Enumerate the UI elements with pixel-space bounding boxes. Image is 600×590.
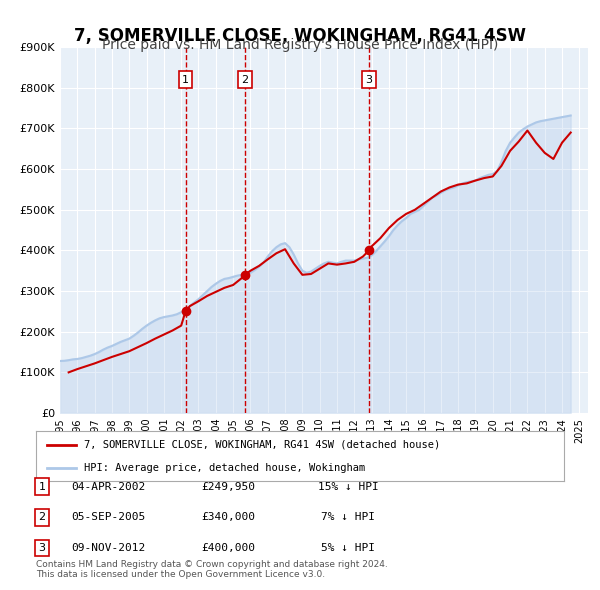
Text: £340,000: £340,000 bbox=[201, 513, 255, 522]
Text: 3: 3 bbox=[38, 543, 46, 553]
Text: 7, SOMERVILLE CLOSE, WOKINGHAM, RG41 4SW: 7, SOMERVILLE CLOSE, WOKINGHAM, RG41 4SW bbox=[74, 27, 526, 45]
Text: £400,000: £400,000 bbox=[201, 543, 255, 553]
Text: £249,950: £249,950 bbox=[201, 482, 255, 491]
Text: 7% ↓ HPI: 7% ↓ HPI bbox=[321, 513, 375, 522]
Text: 15% ↓ HPI: 15% ↓ HPI bbox=[317, 482, 379, 491]
Text: Contains HM Land Registry data © Crown copyright and database right 2024.
This d: Contains HM Land Registry data © Crown c… bbox=[36, 560, 388, 579]
Text: 2: 2 bbox=[38, 513, 46, 522]
Text: Price paid vs. HM Land Registry's House Price Index (HPI): Price paid vs. HM Land Registry's House … bbox=[102, 38, 498, 53]
Text: 1: 1 bbox=[38, 482, 46, 491]
Text: 1: 1 bbox=[182, 75, 189, 85]
Text: HPI: Average price, detached house, Wokingham: HPI: Average price, detached house, Woki… bbox=[83, 463, 365, 473]
Text: 5% ↓ HPI: 5% ↓ HPI bbox=[321, 543, 375, 553]
Text: 7, SOMERVILLE CLOSE, WOKINGHAM, RG41 4SW (detached house): 7, SOMERVILLE CLOSE, WOKINGHAM, RG41 4SW… bbox=[83, 440, 440, 450]
Text: 04-APR-2002: 04-APR-2002 bbox=[71, 482, 145, 491]
Text: 09-NOV-2012: 09-NOV-2012 bbox=[71, 543, 145, 553]
Text: 05-SEP-2005: 05-SEP-2005 bbox=[71, 513, 145, 522]
Text: 3: 3 bbox=[365, 75, 373, 85]
Text: 2: 2 bbox=[241, 75, 248, 85]
